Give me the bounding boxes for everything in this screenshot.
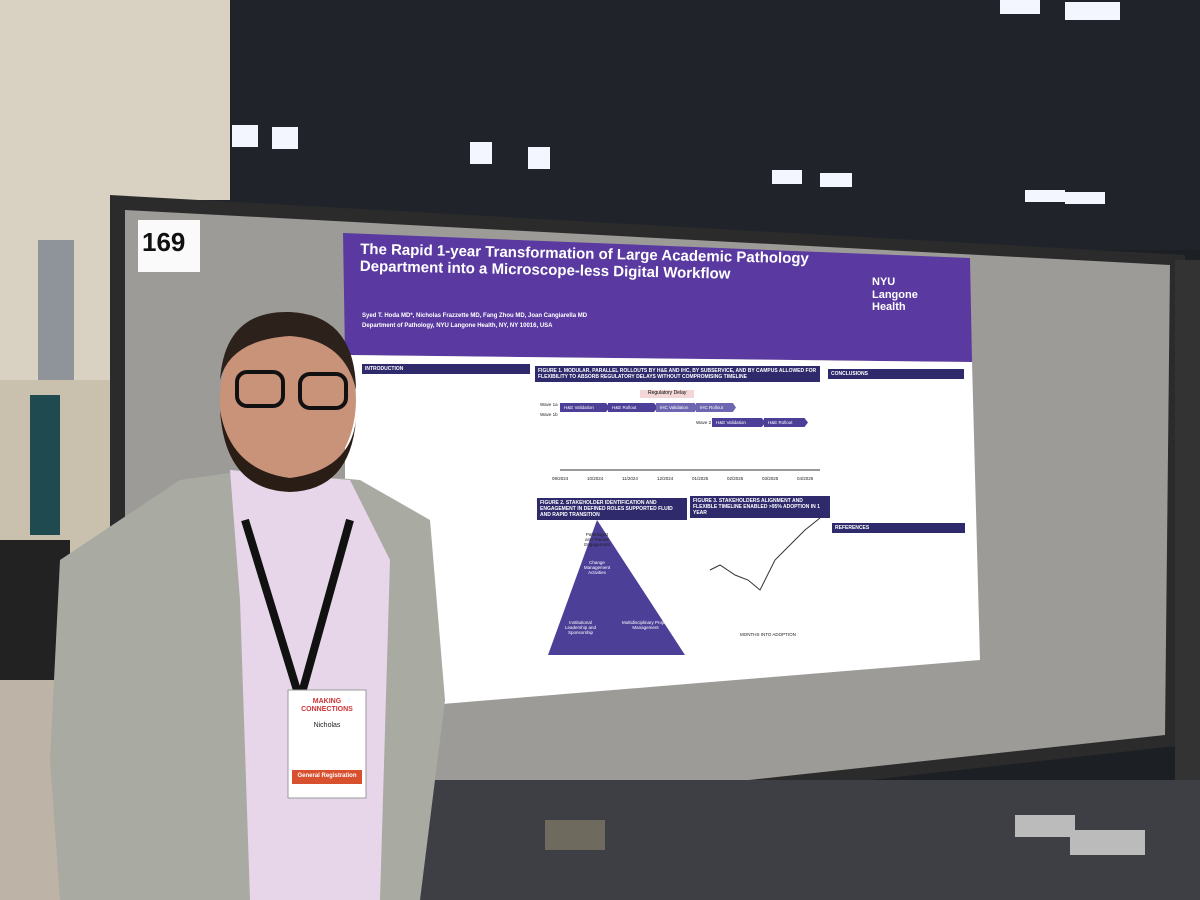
gantt-date: 11/2024 (622, 476, 638, 481)
axis-label: MONTHS INTO ADOPTION (740, 632, 796, 637)
gantt-date: 12/2024 (657, 476, 674, 481)
pyramid-label: Change Management Activities (583, 560, 611, 576)
gantt-date: 02/2025 (727, 476, 744, 481)
gantt-date: 01/2025 (692, 476, 709, 481)
section-heading: FIGURE 1. MODULAR, PARALLEL ROLLOUTS BY … (535, 366, 820, 382)
gantt-delay: Regulatory Delay (640, 390, 695, 398)
gantt-wave: Wave 1b (540, 412, 558, 417)
gantt-bar: H&E Validation (560, 403, 610, 412)
gantt-bar: H&E Rollout (608, 403, 658, 412)
gantt-bar: IHC Rollout (696, 403, 736, 412)
pyramid-label: Pathologist and Trainee Engagement (584, 532, 610, 548)
board-number: 169 (142, 227, 186, 257)
section-heading: INTRODUCTION (362, 364, 530, 374)
gantt-bar: IHC Validation (656, 403, 698, 412)
gantt-wave: Wave 2 (696, 420, 712, 425)
badge-event: MAKING CONNECTIONS (301, 698, 353, 714)
section-heading: REFERENCES (832, 523, 965, 533)
gantt-wave: Wave 1a (540, 402, 558, 407)
badge-name: Nicholas (313, 722, 341, 729)
logo: NYU Langone Health (872, 276, 918, 314)
pyramid-label: Multidisciplinary Project Management (621, 620, 669, 631)
gantt-date: 03/2025 (762, 476, 779, 481)
poster-affiliation: Department of Pathology, NYU Langone Hea… (362, 323, 553, 329)
section-heading: CONCLUSIONS (828, 369, 964, 379)
section-heading: FIGURE 2. STAKEHOLDER IDENTIFICATION AND… (537, 498, 687, 520)
gantt-date: 09/2024 (552, 476, 569, 481)
gantt-dates: 09/2024 10/2024 11/2024 12/2024 01/2025 02/20… (552, 476, 832, 484)
poster-authors: Syed T. Hoda MD*, Nicholas Frazzette MD,… (362, 313, 588, 319)
pyramid-label: Institutional Leadership and Sponsorship (564, 620, 597, 636)
gantt-bar: H&E Rollout (764, 418, 808, 427)
gantt-date: 04/2025 (797, 476, 814, 481)
gantt-bar: H&E Validation (712, 418, 766, 427)
gantt-date: 10/2024 (587, 476, 604, 481)
badge-ribbon: General Registration (297, 773, 357, 779)
section-heading: FIGURE 3. STAKEHOLDERS ALIGNMENT AND FLE… (690, 496, 830, 518)
